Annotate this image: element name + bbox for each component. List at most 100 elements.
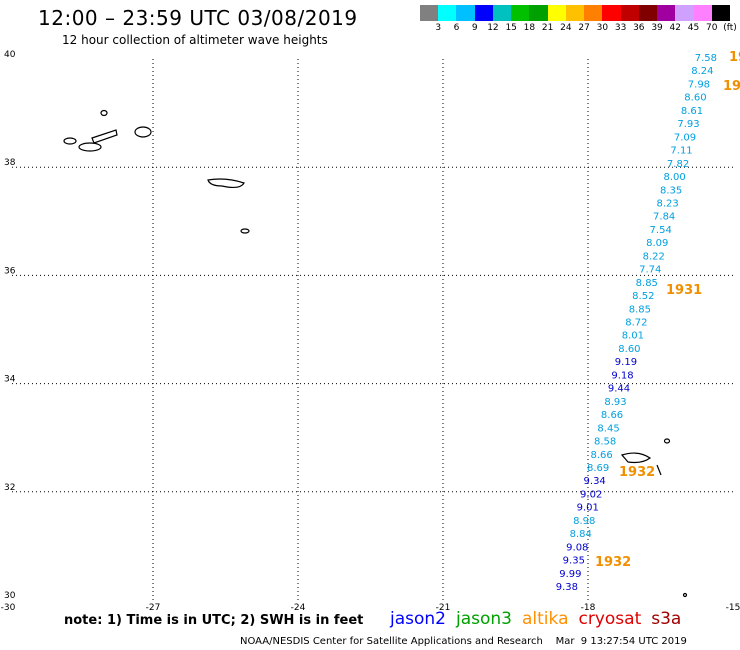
coastlines <box>63 109 688 598</box>
color-scale-label: (ft) <box>723 23 737 33</box>
color-swatch <box>711 5 730 21</box>
color-swatch <box>492 5 512 21</box>
lat-tick-label: 36 <box>4 266 16 276</box>
color-scale-label: 15 <box>505 23 517 33</box>
color-swatch <box>675 5 694 21</box>
color-scale-label: 33 <box>614 23 627 33</box>
page-title: 12:00 – 23:59 UTC 03/08/2019 <box>38 6 358 30</box>
pass-time-labels: 19 19 1931 1932 1932 <box>595 50 740 570</box>
color-swatch <box>602 5 621 21</box>
swh-value: 9.34 <box>584 476 606 487</box>
lon-tick-label: -21 <box>436 603 451 613</box>
swh-value: 7.93 <box>677 119 699 130</box>
swh-value: 9.08 <box>566 542 588 553</box>
color-swatch <box>474 5 493 21</box>
lat-tick-label: 34 <box>4 375 16 385</box>
swh-value: 8.58 <box>594 437 616 448</box>
color-swatch <box>511 5 530 21</box>
lat-tick-label: 32 <box>4 483 15 493</box>
map-grid <box>12 59 733 600</box>
swh-value: 7.54 <box>650 225 672 236</box>
color-scale-label: 21 <box>541 23 554 33</box>
swh-value: 9.38 <box>556 582 578 593</box>
swh-value: 8.52 <box>632 291 654 302</box>
swh-value: 8.09 <box>646 238 668 249</box>
island-outline <box>240 228 250 234</box>
swh-value: 8.93 <box>604 397 626 408</box>
color-swatch <box>438 5 457 21</box>
page-subtitle: 12 hour collection of altimeter wave hei… <box>62 33 328 47</box>
credit-line: NOAA/NESDIS Center for Satellite Applica… <box>240 636 687 647</box>
color-swatch <box>620 5 639 21</box>
island-outline <box>134 126 152 138</box>
lon-tick-label: -27 <box>146 603 161 613</box>
lat-tick-label: 40 <box>4 50 16 60</box>
island-outline <box>620 452 652 464</box>
satellite-legend-item: cryosat <box>578 609 642 629</box>
swh-value: 8.35 <box>660 185 682 196</box>
swh-value: 7.82 <box>667 159 689 170</box>
island-outline <box>207 178 245 189</box>
swh-value: 8.84 <box>570 529 592 540</box>
color-scale-label: 12 <box>487 23 499 33</box>
color-swatch <box>693 5 712 21</box>
color-scale-labels: 3 6 9 12 15 18 21 24 27 30 33 36 39 42 45 70 (ft) <box>420 23 736 35</box>
pass-time-label: 19 <box>729 50 740 65</box>
swh-value: 8.22 <box>643 251 665 262</box>
swh-value: 7.84 <box>653 212 675 223</box>
swh-value: 8.98 <box>573 516 595 527</box>
color-scale-label: 39 <box>651 23 663 33</box>
satellite-legend: jason2 jason3 altika cryosat s3a <box>390 609 691 629</box>
swh-value: 9.99 <box>559 569 581 580</box>
color-swatch <box>584 5 603 21</box>
color-scale-label: 24 <box>560 23 572 33</box>
altimeter-track: 7.58 8.24 7.98 8.60 8.61 7.93 7.09 7.11 7.82 8.00… <box>556 53 717 593</box>
lon-tick-label: -18 <box>581 603 596 613</box>
island-outline <box>78 142 102 152</box>
pass-time-label: 1931 <box>666 283 702 298</box>
swh-value: 8.85 <box>629 304 651 315</box>
pass-time-label: 1932 <box>619 465 655 480</box>
swh-value: 8.01 <box>622 331 644 342</box>
map-tick-labels: -30 -27 -24 -21 -18 -15 40 38 36 34 32 30 <box>1 50 740 613</box>
island-outline <box>100 109 108 117</box>
swh-value: 8.85 <box>636 278 658 289</box>
color-swatch <box>565 5 585 21</box>
swh-value: 8.45 <box>597 423 619 434</box>
swh-value: 8.00 <box>663 172 685 183</box>
swh-value: 9.19 <box>615 357 637 368</box>
lat-tick-label: 30 <box>4 591 16 601</box>
satellite-legend-item: s3a <box>651 609 682 629</box>
footer-note: note: 1) Time is in UTC; 2) SWH is in fe… <box>64 613 364 628</box>
color-swatch <box>420 5 439 21</box>
color-scale-label: 36 <box>633 23 645 33</box>
swh-value: 7.11 <box>670 146 692 157</box>
swh-value: 8.60 <box>618 344 640 355</box>
color-scale-label: 18 <box>523 23 536 33</box>
swh-value: 8.23 <box>657 198 679 209</box>
island-outline <box>682 592 688 598</box>
lon-tick-label: -24 <box>291 603 306 613</box>
pass-time-label: 19 <box>723 79 740 94</box>
island-outline <box>663 438 671 444</box>
color-swatch <box>657 5 676 21</box>
swh-value: 7.09 <box>674 132 696 143</box>
island-outline <box>656 464 662 476</box>
lat-tick-label: 38 <box>4 158 16 168</box>
island-outline <box>91 129 118 144</box>
lon-tick-label: -15 <box>726 603 740 613</box>
color-scale-label: 45 <box>687 23 700 33</box>
swh-value: 8.24 <box>691 66 713 77</box>
swh-value: 7.74 <box>639 265 661 276</box>
swh-value: 9.44 <box>608 384 630 395</box>
color-swatch <box>456 5 475 21</box>
color-scale-label: 6 <box>453 23 460 33</box>
color-swatch <box>547 5 566 21</box>
color-swatch <box>638 5 658 21</box>
island-outline <box>63 137 77 145</box>
color-swatch <box>529 5 548 21</box>
swh-value: 9.35 <box>563 556 585 567</box>
swh-value: 9.18 <box>611 370 633 381</box>
swh-value: 7.98 <box>688 79 710 90</box>
